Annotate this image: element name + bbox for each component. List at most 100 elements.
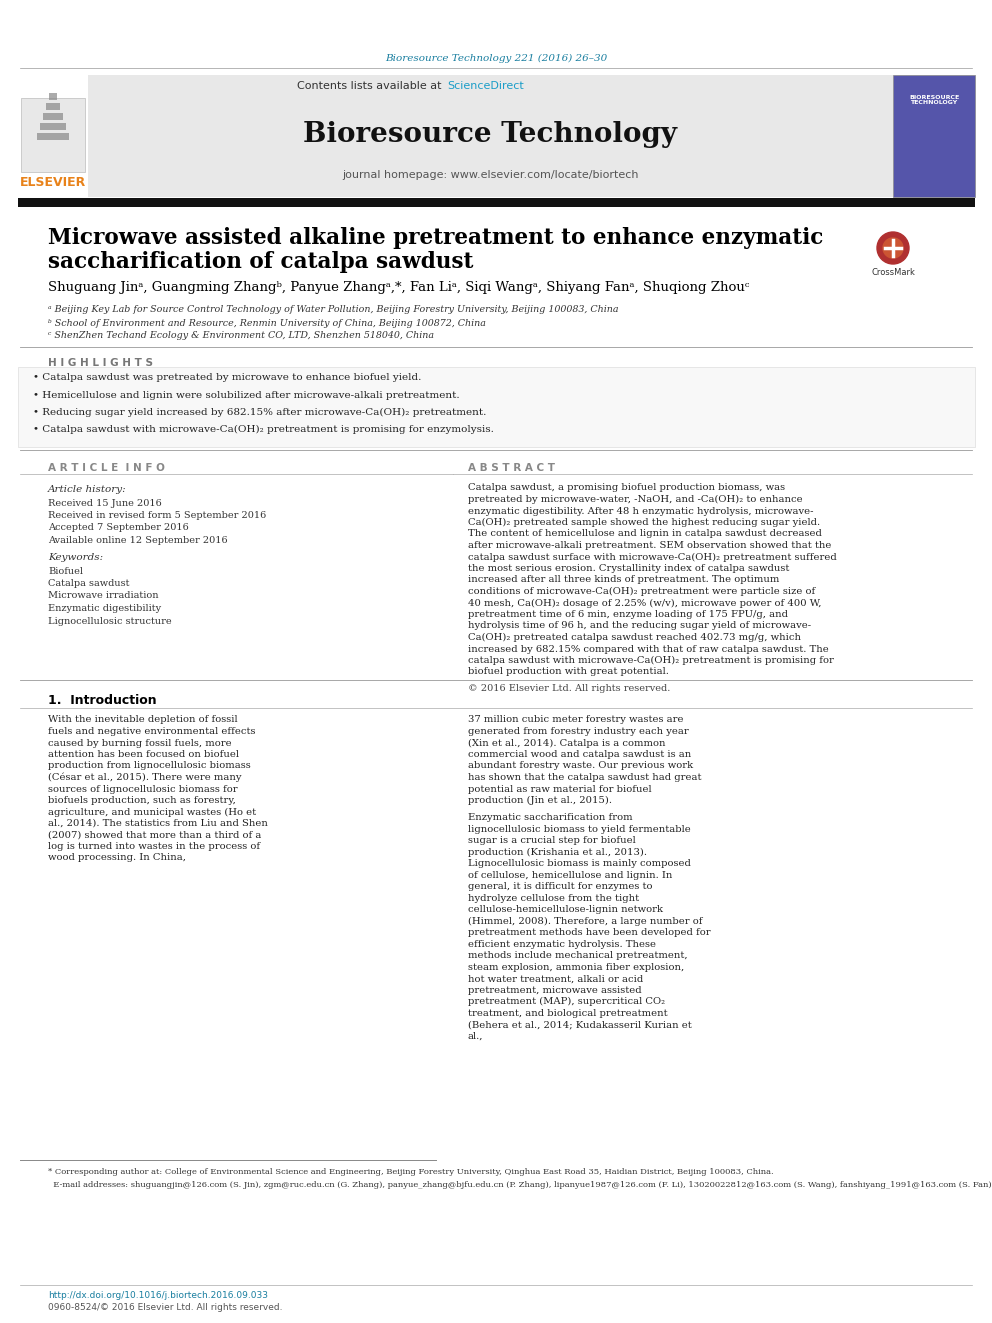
Text: production (Jin et al., 2015).: production (Jin et al., 2015). xyxy=(468,796,612,806)
Circle shape xyxy=(877,232,909,265)
Text: generated from forestry industry each year: generated from forestry industry each ye… xyxy=(468,728,688,736)
Text: abundant forestry waste. Our previous work: abundant forestry waste. Our previous wo… xyxy=(468,762,693,770)
Text: 37 million cubic meter forestry wastes are: 37 million cubic meter forestry wastes a… xyxy=(468,716,683,725)
Text: (Himmel, 2008). Therefore, a large number of: (Himmel, 2008). Therefore, a large numbe… xyxy=(468,917,702,926)
Text: production from lignocellulosic biomass: production from lignocellulosic biomass xyxy=(48,762,251,770)
Text: hydrolysis time of 96 h, and the reducing sugar yield of microwave-: hydrolysis time of 96 h, and the reducin… xyxy=(468,622,811,631)
Text: production (Krishania et al., 2013).: production (Krishania et al., 2013). xyxy=(468,848,647,857)
Text: methods include mechanical pretreatment,: methods include mechanical pretreatment, xyxy=(468,951,687,960)
Text: after microwave-alkali pretreatment. SEM observation showed that the: after microwave-alkali pretreatment. SEM… xyxy=(468,541,831,550)
Text: biofuels production, such as forestry,: biofuels production, such as forestry, xyxy=(48,796,236,804)
Text: fuels and negative environmental effects: fuels and negative environmental effects xyxy=(48,728,256,736)
Text: pretreatment time of 6 min, enzyme loading of 175 FPU/g, and: pretreatment time of 6 min, enzyme loadi… xyxy=(468,610,788,619)
Text: attention has been focused on biofuel: attention has been focused on biofuel xyxy=(48,750,239,759)
Text: sugar is a crucial step for biofuel: sugar is a crucial step for biofuel xyxy=(468,836,636,845)
Text: cellulose-hemicellulose-lignin network: cellulose-hemicellulose-lignin network xyxy=(468,905,663,914)
Text: enzymatic digestibility. After 48 h enzymatic hydrolysis, microwave-: enzymatic digestibility. After 48 h enzy… xyxy=(468,507,813,516)
Text: (Behera et al., 2014; Kudakasseril Kurian et: (Behera et al., 2014; Kudakasseril Kuria… xyxy=(468,1020,691,1029)
Text: 40 mesh, Ca(OH)₂ dosage of 2.25% (w/v), microwave power of 400 W,: 40 mesh, Ca(OH)₂ dosage of 2.25% (w/v), … xyxy=(468,598,821,607)
Text: Received in revised form 5 September 2016: Received in revised form 5 September 201… xyxy=(48,511,266,520)
Text: sources of lignocellulosic biomass for: sources of lignocellulosic biomass for xyxy=(48,785,238,794)
Text: potential as raw material for biofuel: potential as raw material for biofuel xyxy=(468,785,652,794)
Text: Enzymatic digestibility: Enzymatic digestibility xyxy=(48,605,161,613)
Text: of cellulose, hemicellulose and lignin. In: of cellulose, hemicellulose and lignin. … xyxy=(468,871,673,880)
FancyBboxPatch shape xyxy=(21,98,85,172)
FancyBboxPatch shape xyxy=(893,75,975,197)
Text: Article history:: Article history: xyxy=(48,486,127,495)
Text: lignocellulosic biomass to yield fermentable: lignocellulosic biomass to yield ferment… xyxy=(468,824,690,833)
Text: Received 15 June 2016: Received 15 June 2016 xyxy=(48,499,162,508)
Text: CrossMark: CrossMark xyxy=(871,269,915,277)
Text: The content of hemicellulose and lignin in catalpa sawdust decreased: The content of hemicellulose and lignin … xyxy=(468,529,822,538)
Bar xyxy=(46,103,60,110)
Text: commercial wood and catalpa sawdust is an: commercial wood and catalpa sawdust is a… xyxy=(468,750,691,759)
Text: agriculture, and municipal wastes (Ho et: agriculture, and municipal wastes (Ho et xyxy=(48,807,256,816)
Circle shape xyxy=(883,238,903,258)
Text: hydrolyze cellulose from the tight: hydrolyze cellulose from the tight xyxy=(468,894,639,902)
Text: al., 2014). The statistics from Liu and Shen: al., 2014). The statistics from Liu and … xyxy=(48,819,268,828)
Text: al.,: al., xyxy=(468,1032,483,1041)
Text: ScienceDirect: ScienceDirect xyxy=(447,81,524,91)
Text: http://dx.doi.org/10.1016/j.biortech.2016.09.033: http://dx.doi.org/10.1016/j.biortech.201… xyxy=(48,1290,268,1299)
Text: Bioresource Technology 221 (2016) 26–30: Bioresource Technology 221 (2016) 26–30 xyxy=(385,53,607,62)
Text: ELSEVIER: ELSEVIER xyxy=(20,176,86,189)
Text: • Catalpa sawdust was pretreated by microwave to enhance biofuel yield.: • Catalpa sawdust was pretreated by micr… xyxy=(33,373,422,382)
Text: biofuel production with great potential.: biofuel production with great potential. xyxy=(468,668,669,676)
Text: log is turned into wastes in the process of: log is turned into wastes in the process… xyxy=(48,841,260,851)
Bar xyxy=(49,93,57,101)
Text: the most serious erosion. Crystallinity index of catalpa sawdust: the most serious erosion. Crystallinity … xyxy=(468,564,790,573)
Text: pretreatment, microwave assisted: pretreatment, microwave assisted xyxy=(468,986,642,995)
Text: Keywords:: Keywords: xyxy=(48,553,103,562)
Text: hot water treatment, alkali or acid: hot water treatment, alkali or acid xyxy=(468,974,643,983)
Text: © 2016 Elsevier Ltd. All rights reserved.: © 2016 Elsevier Ltd. All rights reserved… xyxy=(468,684,671,693)
Text: pretreatment methods have been developed for: pretreatment methods have been developed… xyxy=(468,929,710,937)
Text: catalpa sawdust with microwave-Ca(OH)₂ pretreatment is promising for: catalpa sawdust with microwave-Ca(OH)₂ p… xyxy=(468,656,834,665)
Text: Bioresource Technology: Bioresource Technology xyxy=(303,122,677,148)
Text: wood processing. In China,: wood processing. In China, xyxy=(48,853,186,863)
Text: pretreatment (MAP), supercritical CO₂: pretreatment (MAP), supercritical CO₂ xyxy=(468,998,665,1007)
Text: Lignocellulosic structure: Lignocellulosic structure xyxy=(48,617,172,626)
Text: Catalpa sawdust, a promising biofuel production biomass, was: Catalpa sawdust, a promising biofuel pro… xyxy=(468,483,785,492)
Text: • Hemicellulose and lignin were solubilized after microwave-alkali pretreatment.: • Hemicellulose and lignin were solubili… xyxy=(33,390,459,400)
Text: pretreated by microwave-water, -NaOH, and -Ca(OH)₂ to enhance: pretreated by microwave-water, -NaOH, an… xyxy=(468,495,803,504)
Text: Shuguang Jinᵃ, Guangming Zhangᵇ, Panyue Zhangᵃ,*, Fan Liᵃ, Siqi Wangᵃ, Shiyang F: Shuguang Jinᵃ, Guangming Zhangᵇ, Panyue … xyxy=(48,282,749,295)
Text: efficient enzymatic hydrolysis. These: efficient enzymatic hydrolysis. These xyxy=(468,939,656,949)
Text: catalpa sawdust surface with microwave-Ca(OH)₂ pretreatment suffered: catalpa sawdust surface with microwave-C… xyxy=(468,553,836,561)
Text: Available online 12 September 2016: Available online 12 September 2016 xyxy=(48,536,227,545)
Bar xyxy=(18,198,975,206)
Text: • Reducing sugar yield increased by 682.15% after microwave-Ca(OH)₂ pretreatment: • Reducing sugar yield increased by 682.… xyxy=(33,407,486,417)
Text: journal homepage: www.elsevier.com/locate/biortech: journal homepage: www.elsevier.com/locat… xyxy=(342,169,638,180)
Text: A B S T R A C T: A B S T R A C T xyxy=(468,463,555,474)
Text: (César et al., 2015). There were many: (César et al., 2015). There were many xyxy=(48,773,241,782)
Text: Ca(OH)₂ pretreated sample showed the highest reducing sugar yield.: Ca(OH)₂ pretreated sample showed the hig… xyxy=(468,517,820,527)
Text: Biofuel: Biofuel xyxy=(48,566,83,576)
Text: Accepted 7 September 2016: Accepted 7 September 2016 xyxy=(48,524,188,532)
Bar xyxy=(37,134,69,140)
Text: H I G H L I G H T S: H I G H L I G H T S xyxy=(48,359,153,368)
Text: E-mail addresses: shuguangjin@126.com (S. Jin), zgm@ruc.edu.cn (G. Zhang), panyu: E-mail addresses: shuguangjin@126.com (S… xyxy=(48,1181,992,1189)
Text: A R T I C L E  I N F O: A R T I C L E I N F O xyxy=(48,463,165,474)
Text: * Corresponding author at: College of Environmental Science and Engineering, Bei: * Corresponding author at: College of En… xyxy=(48,1168,774,1176)
FancyBboxPatch shape xyxy=(18,75,88,197)
Text: steam explosion, ammonia fiber explosion,: steam explosion, ammonia fiber explosion… xyxy=(468,963,684,972)
Text: ᶜ ShenZhen Techand Ecology & Environment CO, LTD, Shenzhen 518040, China: ᶜ ShenZhen Techand Ecology & Environment… xyxy=(48,332,434,340)
Text: has shown that the catalpa sawdust had great: has shown that the catalpa sawdust had g… xyxy=(468,773,701,782)
FancyBboxPatch shape xyxy=(18,366,975,447)
Bar xyxy=(43,112,63,120)
Text: Microwave assisted alkaline pretreatment to enhance enzymatic: Microwave assisted alkaline pretreatment… xyxy=(48,228,823,249)
Text: Contents lists available at: Contents lists available at xyxy=(297,81,445,91)
Text: Catalpa sawdust: Catalpa sawdust xyxy=(48,579,130,587)
Text: conditions of microwave-Ca(OH)₂ pretreatment were particle size of: conditions of microwave-Ca(OH)₂ pretreat… xyxy=(468,587,815,597)
Text: Lignocellulosic biomass is mainly composed: Lignocellulosic biomass is mainly compos… xyxy=(468,859,690,868)
Text: increased after all three kinds of pretreatment. The optimum: increased after all three kinds of pretr… xyxy=(468,576,780,585)
Text: ᵇ School of Environment and Resource, Renmin University of China, Beijing 100872: ᵇ School of Environment and Resource, Re… xyxy=(48,319,486,328)
Text: ᵃ Beijing Key Lab for Source Control Technology of Water Pollution, Beijing Fore: ᵃ Beijing Key Lab for Source Control Tec… xyxy=(48,306,618,315)
Text: saccharification of catalpa sawdust: saccharification of catalpa sawdust xyxy=(48,251,473,273)
Bar xyxy=(40,123,66,130)
Text: Microwave irradiation: Microwave irradiation xyxy=(48,591,159,601)
Text: Enzymatic saccharification from: Enzymatic saccharification from xyxy=(468,814,633,823)
Text: caused by burning fossil fuels, more: caused by burning fossil fuels, more xyxy=(48,738,231,747)
Text: Ca(OH)₂ pretreated catalpa sawdust reached 402.73 mg/g, which: Ca(OH)₂ pretreated catalpa sawdust reach… xyxy=(468,632,801,642)
Text: increased by 682.15% compared with that of raw catalpa sawdust. The: increased by 682.15% compared with that … xyxy=(468,644,828,654)
Text: • Catalpa sawdust with microwave-Ca(OH)₂ pretreatment is promising for enzymolys: • Catalpa sawdust with microwave-Ca(OH)₂… xyxy=(33,425,494,434)
